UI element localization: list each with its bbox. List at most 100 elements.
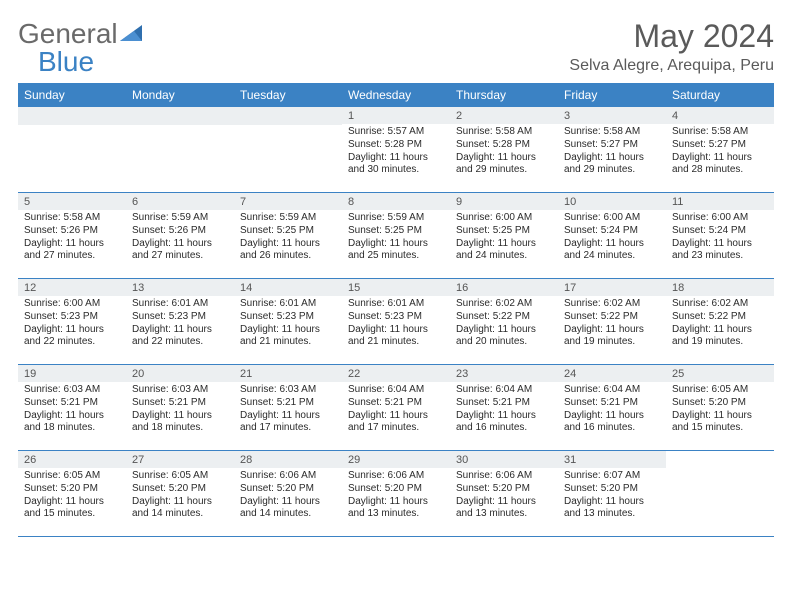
day-number: 4 <box>666 107 774 124</box>
day-number: 26 <box>18 451 126 468</box>
day-number: 17 <box>558 279 666 296</box>
header: General May 2024 Selva Alegre, Arequipa,… <box>18 18 774 75</box>
day-number: 8 <box>342 193 450 210</box>
day-details: Sunrise: 6:00 AMSunset: 5:25 PMDaylight:… <box>450 210 558 267</box>
day-cell: 13Sunrise: 6:01 AMSunset: 5:23 PMDayligh… <box>126 279 234 365</box>
day-header: Sunday <box>18 83 126 107</box>
day-details: Sunrise: 6:01 AMSunset: 5:23 PMDaylight:… <box>342 296 450 353</box>
day-cell: 14Sunrise: 6:01 AMSunset: 5:23 PMDayligh… <box>234 279 342 365</box>
day-details: Sunrise: 5:57 AMSunset: 5:28 PMDaylight:… <box>342 124 450 181</box>
day-number: 13 <box>126 279 234 296</box>
day-details: Sunrise: 6:04 AMSunset: 5:21 PMDaylight:… <box>558 382 666 439</box>
day-number: 6 <box>126 193 234 210</box>
day-cell: 26Sunrise: 6:05 AMSunset: 5:20 PMDayligh… <box>18 451 126 537</box>
day-number: 5 <box>18 193 126 210</box>
day-details: Sunrise: 6:01 AMSunset: 5:23 PMDaylight:… <box>234 296 342 353</box>
day-number: 1 <box>342 107 450 124</box>
day-details: Sunrise: 6:03 AMSunset: 5:21 PMDaylight:… <box>234 382 342 439</box>
day-cell: 9Sunrise: 6:00 AMSunset: 5:25 PMDaylight… <box>450 193 558 279</box>
day-details: Sunrise: 6:03 AMSunset: 5:21 PMDaylight:… <box>126 382 234 439</box>
day-details: Sunrise: 5:58 AMSunset: 5:27 PMDaylight:… <box>558 124 666 181</box>
month-title: May 2024 <box>569 18 774 55</box>
day-details: Sunrise: 6:00 AMSunset: 5:23 PMDaylight:… <box>18 296 126 353</box>
day-number: 20 <box>126 365 234 382</box>
day-details: Sunrise: 6:01 AMSunset: 5:23 PMDaylight:… <box>126 296 234 353</box>
day-details: Sunrise: 5:58 AMSunset: 5:27 PMDaylight:… <box>666 124 774 181</box>
day-cell: 1Sunrise: 5:57 AMSunset: 5:28 PMDaylight… <box>342 107 450 193</box>
day-cell: 5Sunrise: 5:58 AMSunset: 5:26 PMDaylight… <box>18 193 126 279</box>
day-number: 18 <box>666 279 774 296</box>
day-number: 9 <box>450 193 558 210</box>
day-number: 19 <box>18 365 126 382</box>
day-cell: 22Sunrise: 6:04 AMSunset: 5:21 PMDayligh… <box>342 365 450 451</box>
day-cell: 30Sunrise: 6:06 AMSunset: 5:20 PMDayligh… <box>450 451 558 537</box>
day-details: Sunrise: 6:06 AMSunset: 5:20 PMDaylight:… <box>342 468 450 525</box>
day-cell: 16Sunrise: 6:02 AMSunset: 5:22 PMDayligh… <box>450 279 558 365</box>
day-details: Sunrise: 5:58 AMSunset: 5:28 PMDaylight:… <box>450 124 558 181</box>
title-block: May 2024 Selva Alegre, Arequipa, Peru <box>569 18 774 75</box>
day-number: 7 <box>234 193 342 210</box>
day-details: Sunrise: 5:59 AMSunset: 5:25 PMDaylight:… <box>342 210 450 267</box>
day-number: 10 <box>558 193 666 210</box>
day-number: 27 <box>126 451 234 468</box>
day-cell: 20Sunrise: 6:03 AMSunset: 5:21 PMDayligh… <box>126 365 234 451</box>
empty-cell <box>666 451 774 537</box>
day-cell: 17Sunrise: 6:02 AMSunset: 5:22 PMDayligh… <box>558 279 666 365</box>
day-cell: 7Sunrise: 5:59 AMSunset: 5:25 PMDaylight… <box>234 193 342 279</box>
logo-triangle-icon <box>120 18 146 50</box>
day-cell: 23Sunrise: 6:04 AMSunset: 5:21 PMDayligh… <box>450 365 558 451</box>
day-header: Thursday <box>450 83 558 107</box>
day-number: 12 <box>18 279 126 296</box>
calendar-grid: SundayMondayTuesdayWednesdayThursdayFrid… <box>18 83 774 537</box>
day-cell: 4Sunrise: 5:58 AMSunset: 5:27 PMDaylight… <box>666 107 774 193</box>
day-cell: 18Sunrise: 6:02 AMSunset: 5:22 PMDayligh… <box>666 279 774 365</box>
day-details: Sunrise: 6:00 AMSunset: 5:24 PMDaylight:… <box>666 210 774 267</box>
day-cell: 24Sunrise: 6:04 AMSunset: 5:21 PMDayligh… <box>558 365 666 451</box>
day-details: Sunrise: 5:59 AMSunset: 5:25 PMDaylight:… <box>234 210 342 267</box>
location: Selva Alegre, Arequipa, Peru <box>569 57 774 75</box>
day-details: Sunrise: 6:06 AMSunset: 5:20 PMDaylight:… <box>234 468 342 525</box>
day-number: 30 <box>450 451 558 468</box>
day-number: 23 <box>450 365 558 382</box>
day-cell: 2Sunrise: 5:58 AMSunset: 5:28 PMDaylight… <box>450 107 558 193</box>
day-details: Sunrise: 6:07 AMSunset: 5:20 PMDaylight:… <box>558 468 666 525</box>
day-number: 31 <box>558 451 666 468</box>
empty-cell <box>126 107 234 193</box>
day-cell: 3Sunrise: 5:58 AMSunset: 5:27 PMDaylight… <box>558 107 666 193</box>
day-cell: 28Sunrise: 6:06 AMSunset: 5:20 PMDayligh… <box>234 451 342 537</box>
day-header: Friday <box>558 83 666 107</box>
day-cell: 6Sunrise: 5:59 AMSunset: 5:26 PMDaylight… <box>126 193 234 279</box>
day-number: 15 <box>342 279 450 296</box>
day-details: Sunrise: 6:05 AMSunset: 5:20 PMDaylight:… <box>666 382 774 439</box>
day-cell: 15Sunrise: 6:01 AMSunset: 5:23 PMDayligh… <box>342 279 450 365</box>
day-details: Sunrise: 6:03 AMSunset: 5:21 PMDaylight:… <box>18 382 126 439</box>
day-cell: 8Sunrise: 5:59 AMSunset: 5:25 PMDaylight… <box>342 193 450 279</box>
empty-cell <box>234 107 342 193</box>
day-details: Sunrise: 5:58 AMSunset: 5:26 PMDaylight:… <box>18 210 126 267</box>
day-number: 29 <box>342 451 450 468</box>
day-details: Sunrise: 6:05 AMSunset: 5:20 PMDaylight:… <box>126 468 234 525</box>
day-cell: 31Sunrise: 6:07 AMSunset: 5:20 PMDayligh… <box>558 451 666 537</box>
day-details: Sunrise: 6:05 AMSunset: 5:20 PMDaylight:… <box>18 468 126 525</box>
day-details: Sunrise: 6:04 AMSunset: 5:21 PMDaylight:… <box>450 382 558 439</box>
brand-blue: Blue <box>38 46 94 78</box>
day-details: Sunrise: 6:06 AMSunset: 5:20 PMDaylight:… <box>450 468 558 525</box>
day-cell: 12Sunrise: 6:00 AMSunset: 5:23 PMDayligh… <box>18 279 126 365</box>
day-number: 14 <box>234 279 342 296</box>
day-cell: 10Sunrise: 6:00 AMSunset: 5:24 PMDayligh… <box>558 193 666 279</box>
day-cell: 29Sunrise: 6:06 AMSunset: 5:20 PMDayligh… <box>342 451 450 537</box>
day-details: Sunrise: 5:59 AMSunset: 5:26 PMDaylight:… <box>126 210 234 267</box>
day-number: 24 <box>558 365 666 382</box>
day-number: 25 <box>666 365 774 382</box>
day-number: 11 <box>666 193 774 210</box>
day-cell: 11Sunrise: 6:00 AMSunset: 5:24 PMDayligh… <box>666 193 774 279</box>
day-header: Monday <box>126 83 234 107</box>
day-header: Wednesday <box>342 83 450 107</box>
day-header: Saturday <box>666 83 774 107</box>
day-details: Sunrise: 6:04 AMSunset: 5:21 PMDaylight:… <box>342 382 450 439</box>
day-details: Sunrise: 6:02 AMSunset: 5:22 PMDaylight:… <box>558 296 666 353</box>
day-number: 21 <box>234 365 342 382</box>
day-details: Sunrise: 6:02 AMSunset: 5:22 PMDaylight:… <box>450 296 558 353</box>
day-details: Sunrise: 6:00 AMSunset: 5:24 PMDaylight:… <box>558 210 666 267</box>
day-cell: 21Sunrise: 6:03 AMSunset: 5:21 PMDayligh… <box>234 365 342 451</box>
